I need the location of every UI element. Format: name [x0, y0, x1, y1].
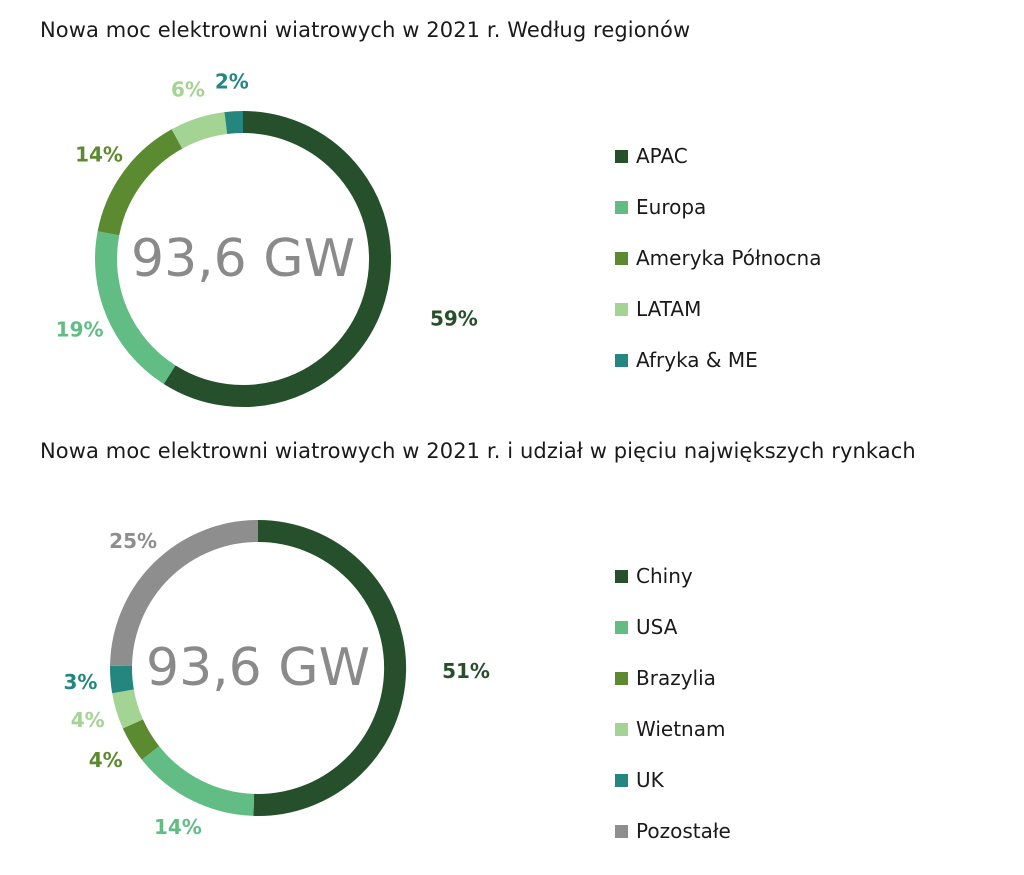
legend-label: Afryka & ME	[636, 348, 758, 372]
slice-label-wietnam: 4%	[71, 708, 105, 732]
legend-item-wietnam: Wietnam	[615, 717, 731, 741]
legend-label: Europa	[636, 195, 707, 219]
slice-label-afryka-me: 2%	[215, 69, 249, 93]
legend-item-chiny: Chiny	[615, 564, 731, 588]
chart-regions: Nowa moc elektrowni wiatrowych w 2021 r.…	[0, 0, 1024, 425]
slice-usa	[141, 745, 255, 816]
slice-brazylia	[122, 719, 160, 760]
slice-chiny	[253, 520, 407, 816]
legend-label: APAC	[636, 144, 688, 168]
legend-item-uk: UK	[615, 768, 731, 792]
legend-label: LATAM	[636, 297, 702, 321]
legend-item-afryka-me: Afryka & ME	[615, 348, 821, 372]
slice-pozostale	[110, 520, 259, 667]
legend-item-pozostale: Pozostałe	[615, 819, 731, 843]
slice-label-uk: 3%	[64, 670, 98, 694]
slice-label-ameryka-polnocna: 14%	[75, 142, 123, 166]
legend-swatch	[615, 251, 628, 265]
legend-item-usa: USA	[615, 615, 731, 639]
slice-apac	[163, 111, 391, 407]
slice-ameryka-polnocna	[97, 129, 183, 236]
legend-label: Ameryka Północna	[636, 246, 822, 270]
legend-swatch	[615, 200, 628, 214]
slice-uk	[110, 665, 134, 694]
legend: APAC Europa Ameryka Północna LATAM Afryka & …	[615, 144, 821, 399]
legend-swatch	[615, 722, 628, 736]
legend: Chiny USA Brazylia Wietnam UK Pozostałe	[615, 564, 731, 870]
chart-markets: Nowa moc elektrowni wiatrowych w 2021 r.…	[0, 425, 1024, 875]
center-total-label: 93,6 GW	[131, 229, 355, 289]
slice-label-chiny: 51%	[442, 659, 490, 683]
legend-label: Wietnam	[636, 717, 726, 741]
legend-label: Brazylia	[636, 666, 716, 690]
slice-label-pozostale: 25%	[109, 529, 157, 553]
slice-afryka-me	[224, 111, 244, 135]
slice-wietnam	[112, 689, 144, 729]
legend-item-brazylia: Brazylia	[615, 666, 731, 690]
chart-title: Nowa moc elektrowni wiatrowych w 2021 r.…	[40, 18, 691, 42]
slice-label-apac: 59%	[430, 307, 478, 331]
legend-item-latam: LATAM	[615, 297, 821, 321]
legend-swatch	[615, 569, 628, 583]
slice-label-brazylia: 4%	[89, 748, 123, 772]
chart-title: Nowa moc elektrowni wiatrowych w 2021 r.…	[40, 439, 916, 463]
slice-europa	[95, 231, 176, 384]
legend-label: USA	[636, 615, 678, 639]
legend-item-apac: APAC	[615, 144, 821, 168]
donut-chart: 59% 19% 14% 6% 2% 93,6 GW	[56, 69, 478, 407]
legend-swatch	[615, 353, 628, 367]
legend-item-ameryka-polnocna: Ameryka Północna	[615, 246, 821, 270]
slice-label-europa: 19%	[56, 318, 104, 342]
slice-label-usa: 14%	[154, 815, 202, 839]
center-total-label: 93,6 GW	[146, 638, 370, 698]
slice-label-latam: 6%	[171, 78, 205, 102]
legend-swatch	[615, 671, 628, 685]
legend-label: Pozostałe	[636, 819, 731, 843]
legend-swatch	[615, 302, 628, 316]
legend-swatch	[615, 149, 628, 163]
legend-swatch	[615, 773, 628, 787]
legend-label: Chiny	[636, 564, 693, 588]
legend-swatch	[615, 620, 628, 634]
slice-latam	[171, 112, 228, 149]
legend-label: UK	[636, 768, 664, 792]
legend-swatch	[615, 824, 628, 838]
donut-chart: 51% 14% 4% 4% 3% 25% 93,6 GW	[64, 520, 490, 839]
legend-item-europa: Europa	[615, 195, 821, 219]
